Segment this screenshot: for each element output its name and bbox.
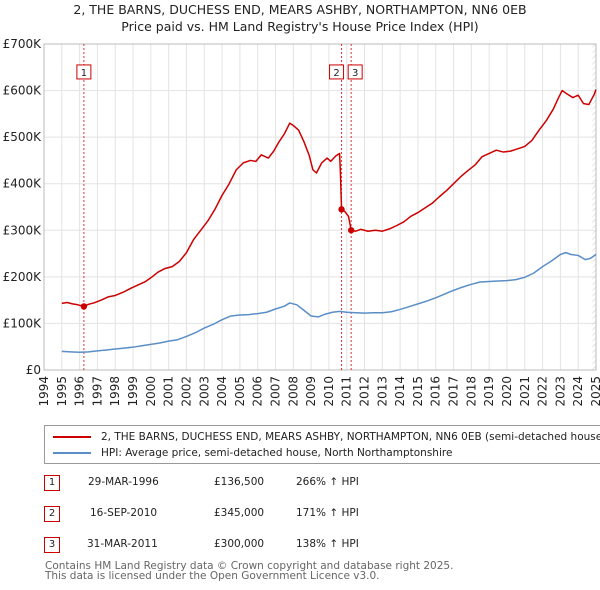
hpi-series-line [61,251,597,354]
x-tick-label: 2025 [589,376,600,407]
x-tick-label: 2011 [340,376,354,407]
x-tick-label: 2003 [197,376,211,407]
copyright-notice: Contains HM Land Registry data © Crown c… [45,560,454,572]
x-tick-label: 2021 [518,376,532,407]
transaction-date: 16-SEP-2010 [90,507,158,519]
transaction-price: £136,500 [214,476,265,488]
legend-label-hpi: HPI: Average price, semi-detached house,… [101,447,453,459]
y-tick-label: £500K [3,130,43,144]
chart-title: 2, THE BARNS, DUCHESS END, MEARS ASHBY, … [73,2,527,17]
legend-label-property: 2, THE BARNS, DUCHESS END, MEARS ASHBY, … [101,431,600,443]
transaction-hpi: 138% ↑ HPI [296,538,359,550]
y-tick-label: £0 [26,363,41,377]
x-tick-label: 1998 [108,376,122,407]
transaction-marker: 1 [44,475,60,491]
sale-point [80,303,88,310]
chart-subtitle: Price paid vs. HM Land Registry's House … [121,19,479,34]
sale-label-box [76,64,92,80]
x-tick-label: 2009 [304,376,318,407]
x-tick-label: 2002 [179,376,193,407]
x-tick-label: 2000 [144,376,158,407]
y-tick-label: £400K [3,177,43,191]
x-tick-label: 2015 [411,376,425,407]
y-tick-label: £200K [3,270,43,284]
x-tick-label: 2020 [500,376,514,407]
legend-swatch-hpi [53,452,91,454]
x-tick-label: 2005 [233,376,247,407]
sale-label-box [329,64,345,80]
y-tick-label: £700K [3,37,43,51]
legend: 2, THE BARNS, DUCHESS END, MEARS ASHBY, … [44,425,600,464]
future-shading [592,44,596,370]
transaction-marker: 2 [44,506,60,522]
x-tick-label: 1995 [55,376,69,407]
x-tick-label: 2004 [215,376,229,407]
sale-point [347,227,355,234]
x-tick-label: 2018 [464,376,478,407]
legend-item-hpi: HPI: Average price, semi-detached house,… [53,445,452,461]
transaction-row: 2 16-SEP-2010 £345,000 171% ↑ HPI [0,505,600,525]
property-series-line [61,89,597,308]
x-tick-label: 1996 [73,376,87,407]
transaction-row: 3 31-MAR-2011 £300,000 138% ↑ HPI [0,536,600,556]
transaction-row: 1 29-MAR-1996 £136,500 266% ↑ HPI [0,474,600,494]
transaction-date: 31-MAR-2011 [87,538,158,550]
legend-swatch-property [53,436,91,438]
y-tick-label: £100K [3,316,43,330]
x-tick-label: 2001 [162,376,176,407]
x-tick-label: 2010 [322,376,336,407]
x-tick-label: 2012 [358,376,372,407]
legend-item-property: 2, THE BARNS, DUCHESS END, MEARS ASHBY, … [53,429,600,445]
transaction-hpi: 266% ↑ HPI [296,476,359,488]
sale-label-box [347,64,363,80]
x-tick-label: 2008 [286,376,300,407]
plot-border [43,43,597,371]
x-tick-label: 2017 [447,376,461,407]
x-tick-label: 2007 [268,376,282,407]
x-tick-label: 2023 [553,376,567,407]
transaction-price: £300,000 [214,538,265,550]
price-chart: £0 £100K £200K £300K £400K £500K £600K £700K 199… [3,37,600,407]
x-tick-label: 2019 [482,376,496,407]
sale-label: 3 [352,68,358,79]
sale-point [338,206,345,213]
transaction-date: 29-MAR-1996 [88,476,159,488]
licence-notice: This data is licensed under the Open Gov… [45,570,380,582]
x-tick-label: 2024 [571,376,585,407]
y-tick-label: £300K [3,223,43,237]
x-tick-label: 1999 [126,376,140,407]
sale-label: 1 [81,68,87,79]
x-tick-label: 2014 [393,376,407,407]
x-tick-label: 2022 [536,376,550,407]
x-tick-label: 2016 [429,376,443,407]
transaction-marker: 3 [44,537,60,553]
transaction-price: £345,000 [214,507,265,519]
transaction-hpi: 171% ↑ HPI [296,507,359,519]
x-tick-label: 1997 [90,376,104,407]
y-tick-label: £600K [3,84,43,98]
sale-label: 2 [333,68,339,79]
x-tick-label: 1994 [37,376,51,407]
x-tick-label: 2006 [251,376,265,407]
x-tick-label: 2013 [375,376,389,407]
plot-area [44,44,596,370]
